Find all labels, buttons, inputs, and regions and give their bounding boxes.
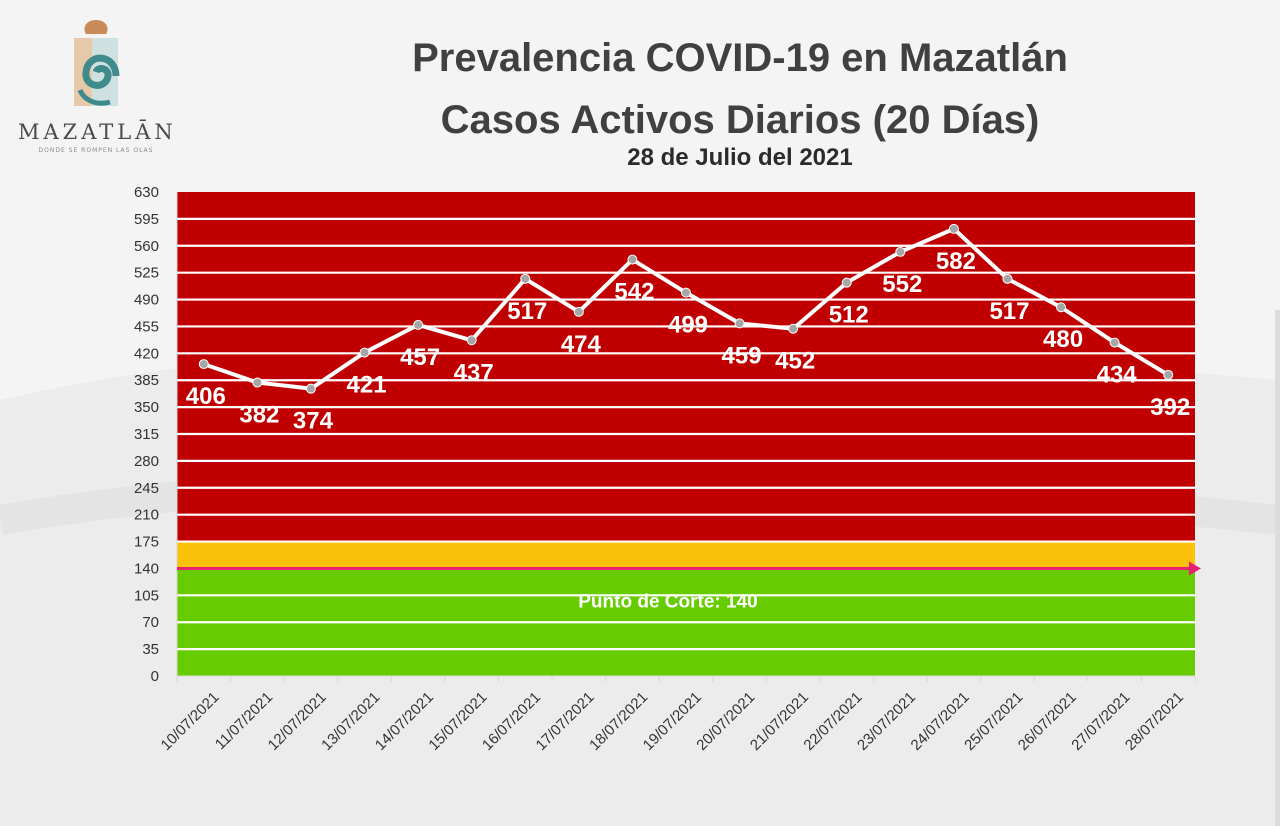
logo-wordmark: MAZATLĀN	[18, 120, 177, 144]
data-point	[573, 306, 584, 317]
data-point	[681, 287, 691, 298]
data-label: 542	[614, 279, 654, 306]
y-tick-label: 350	[134, 399, 159, 416]
y-tick-label: 140	[134, 560, 159, 577]
y-tick-label: 455	[134, 318, 159, 335]
zone-band	[177, 192, 1195, 542]
y-tick-label: 210	[134, 507, 159, 524]
cutoff-arrow-icon	[1189, 561, 1201, 576]
data-point	[734, 318, 745, 329]
y-tick-label: 560	[134, 238, 159, 255]
data-label: 499	[668, 312, 708, 339]
y-tick-label: 490	[134, 292, 159, 309]
data-label: 459	[722, 342, 762, 369]
chart-date: 28 de Julio del 2021	[627, 144, 853, 171]
data-label: 552	[882, 271, 922, 298]
data-point	[841, 277, 852, 288]
y-tick-label: 70	[142, 614, 159, 631]
mazatlan-emblem-icon	[74, 20, 120, 106]
cutoff-label: Punto de Corte: 140	[578, 591, 757, 612]
data-label: 480	[1043, 326, 1083, 353]
data-point	[788, 323, 799, 334]
zone-band	[177, 541, 1195, 569]
data-label: 452	[775, 348, 815, 375]
data-point	[466, 335, 477, 346]
data-point	[198, 359, 209, 370]
data-point	[413, 319, 424, 330]
chart-title: Prevalencia COVID-19 en Mazatlán	[412, 36, 1068, 80]
data-label: 421	[347, 372, 387, 399]
data-label: 437	[454, 359, 494, 386]
data-label: 474	[561, 331, 602, 358]
data-label: 374	[293, 408, 334, 435]
y-tick-label: 35	[142, 641, 159, 658]
y-tick-label: 630	[134, 184, 159, 201]
data-point	[359, 347, 370, 358]
data-point	[252, 377, 263, 388]
y-tick-label: 525	[134, 265, 159, 282]
data-label: 517	[507, 298, 547, 325]
chart-subtitle: Casos Activos Diarios (20 Días)	[440, 98, 1040, 142]
data-label: 434	[1097, 362, 1138, 389]
y-tick-label: 315	[134, 426, 159, 443]
x-tick-label: 10/07/2021	[158, 689, 223, 754]
data-label: 382	[239, 402, 279, 429]
x-tick-label: 28/07/2021	[1122, 689, 1187, 754]
y-tick-label: 245	[134, 480, 159, 497]
y-tick-label: 385	[134, 372, 159, 389]
mazatlan-logo: MAZATLĀN DONDE SE ROMPEN LAS OLAS	[18, 16, 174, 166]
data-label: 406	[186, 383, 226, 410]
y-tick-label: 175	[134, 534, 159, 551]
data-point	[948, 223, 959, 234]
y-tick-label: 595	[134, 211, 159, 228]
data-point	[1056, 302, 1067, 313]
y-tick-label: 420	[134, 345, 159, 362]
y-tick-label: 0	[151, 668, 159, 685]
data-point	[520, 273, 531, 284]
logo-tagline: DONDE SE ROMPEN LAS OLAS	[38, 147, 154, 154]
data-label: 517	[989, 298, 1029, 325]
data-label: 392	[1150, 394, 1190, 421]
y-tick-label: 280	[134, 453, 159, 470]
data-point	[1163, 369, 1174, 380]
data-point	[305, 383, 316, 394]
y-tick-label: 105	[134, 587, 159, 604]
data-label: 512	[829, 302, 869, 329]
data-point	[1002, 273, 1013, 284]
data-label: 457	[400, 344, 440, 371]
data-point	[1109, 337, 1120, 348]
data-point	[895, 246, 906, 257]
data-label: 582	[936, 248, 976, 275]
data-point	[627, 254, 638, 265]
